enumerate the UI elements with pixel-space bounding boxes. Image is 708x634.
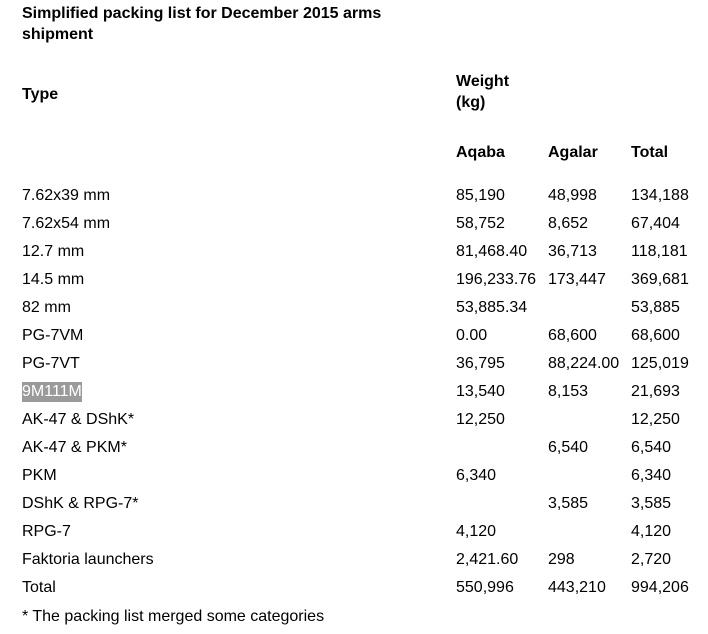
- type-cell: Faktoria launchers: [22, 551, 154, 568]
- table-row: AK-47 & DShK* 12,250 12,250: [0, 408, 708, 436]
- total-weight-cell: 4,120: [631, 523, 672, 540]
- type-cell: 82 mm: [22, 299, 71, 316]
- table-row: PG-7VT 36,795 88,224.00 125,019: [0, 352, 708, 380]
- agalar-weight-cell: 298: [548, 551, 575, 568]
- aqaba-weight-cell: 12,250: [456, 411, 505, 428]
- table-row: PKM 6,340 6,340: [0, 464, 708, 492]
- table-row: DShK & RPG-7* 3,585 3,585: [0, 492, 708, 520]
- table-caption: Simplified packing list for December 201…: [22, 5, 382, 43]
- aqaba-weight-cell: 196,233.76: [456, 271, 537, 288]
- type-cell: 12.7 mm: [22, 243, 85, 260]
- agalar-weight-cell: 173,447: [548, 271, 606, 288]
- type-cell: DShK & RPG-7*: [22, 495, 139, 512]
- table-footnote: * The packing list merged some categorie…: [22, 608, 325, 625]
- table-row: Total 550,996 443,210 994,206: [0, 576, 708, 604]
- agalar-weight-cell: 443,210: [548, 579, 606, 596]
- aqaba-weight-cell: 36,795: [456, 355, 505, 372]
- aqaba-column-header: Aqaba: [456, 144, 505, 161]
- agalar-weight-cell: 88,224.00: [548, 355, 620, 372]
- agalar-column-header: Agalar: [548, 144, 598, 161]
- type-cell: AK-47 & DShK*: [22, 411, 135, 428]
- agalar-weight-cell: 8,652: [548, 215, 589, 232]
- agalar-weight-cell: 48,998: [548, 187, 597, 204]
- table-row: 9M111M 13,540 8,153 21,693: [0, 380, 708, 408]
- total-weight-cell: 67,404: [631, 215, 680, 232]
- table-row: 7.62x54 mm 58,752 8,652 67,404: [0, 212, 708, 240]
- type-column-header: Type: [22, 86, 59, 103]
- total-weight-cell: 118,181: [631, 243, 688, 260]
- aqaba-weight-cell: 6,340: [456, 467, 497, 484]
- total-weight-cell: 369,681: [631, 271, 689, 288]
- total-weight-cell: 6,340: [631, 467, 672, 484]
- type-cell: PKM: [22, 467, 57, 484]
- total-weight-cell: 134,188: [631, 187, 689, 204]
- aqaba-weight-cell: 85,190: [456, 187, 505, 204]
- aqaba-weight-cell: 4,120: [456, 523, 497, 540]
- table-row: RPG-7 4,120 4,120: [0, 520, 708, 548]
- total-weight-cell: 6,540: [631, 439, 672, 456]
- aqaba-weight-cell: 0.00: [456, 327, 488, 344]
- weight-column-group-header: Weight (kg): [456, 73, 510, 111]
- agalar-weight-cell: 36,713: [548, 243, 597, 260]
- table-row: Faktoria launchers 2,421.60 298 2,720: [0, 548, 708, 576]
- total-weight-cell: 125,019: [631, 355, 689, 372]
- table-row: PG-7VM 0.00 68,600 68,600: [0, 324, 708, 352]
- total-column-header: Total: [631, 144, 669, 161]
- total-weight-cell: 994,206: [631, 579, 689, 596]
- aqaba-weight-cell: 53,885.34: [456, 299, 528, 316]
- total-weight-cell: 68,600: [631, 327, 680, 344]
- agalar-weight-cell: 68,600: [548, 327, 597, 344]
- type-cell: 7.62x39 mm: [22, 187, 111, 204]
- agalar-weight-cell: 8,153: [548, 383, 589, 400]
- table-row: 7.62x39 mm 85,190 48,998 134,188: [0, 184, 708, 212]
- type-cell: 7.62x54 mm: [22, 215, 111, 232]
- type-cell: PG-7VT: [22, 355, 80, 372]
- aqaba-weight-cell: 2,421.60: [456, 551, 519, 568]
- type-cell: Total: [22, 579, 56, 596]
- aqaba-weight-cell: 550,996: [456, 579, 514, 596]
- aqaba-weight-cell: 58,752: [456, 215, 505, 232]
- table-row: 82 mm 53,885.34 53,885: [0, 296, 708, 324]
- table-row: 14.5 mm 196,233.76 173,447 369,681: [0, 268, 708, 296]
- type-cell: 14.5 mm: [22, 271, 85, 288]
- total-weight-cell: 12,250: [631, 411, 680, 428]
- total-weight-cell: 53,885: [631, 299, 680, 316]
- total-weight-cell: 21,693: [631, 383, 680, 400]
- type-cell[interactable]: 9M111M: [22, 382, 82, 402]
- total-weight-cell: 2,720: [631, 551, 672, 568]
- table-row: AK-47 & PKM* 6,540 6,540: [0, 436, 708, 464]
- packing-list-table-body: 7.62x39 mm 85,190 48,998 134,188 7.62x54 mm 5…: [0, 184, 708, 604]
- agalar-weight-cell: 3,585: [548, 495, 589, 512]
- table-row: 12.7 mm 81,468.40 36,713 118,181: [0, 240, 708, 268]
- type-cell: AK-47 & PKM*: [22, 439, 127, 456]
- type-cell: PG-7VM: [22, 327, 84, 344]
- agalar-weight-cell: 6,540: [548, 439, 589, 456]
- aqaba-weight-cell: 13,540: [456, 383, 505, 400]
- aqaba-weight-cell: 81,468.40: [456, 243, 528, 260]
- total-weight-cell: 3,585: [631, 495, 672, 512]
- type-cell: RPG-7: [22, 523, 71, 540]
